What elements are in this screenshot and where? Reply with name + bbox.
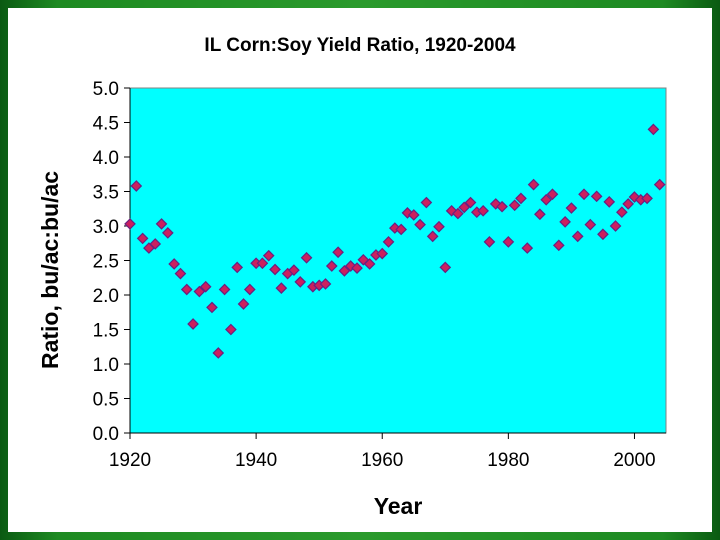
x-tick-label: 2000 [613,450,655,471]
data-point [243,283,256,296]
data-point [477,204,489,217]
data-point [559,216,571,228]
data-point [363,258,376,270]
data-point [420,196,433,209]
data-point [319,278,332,290]
data-point [231,261,244,274]
data-point [603,196,616,208]
data-point [294,276,307,288]
data-points [124,123,666,359]
data-point [269,263,281,276]
data-point [338,265,351,277]
data-point [300,251,313,264]
x-tick-label: 1960 [361,450,403,471]
data-point [552,239,565,252]
data-point [616,206,628,219]
y-axis-ticks: 0.0 0.5 1.0 1.5 2.0 2.5 3.0 3.5 4.0 4.5 5.0 [93,79,130,445]
data-point [496,200,508,213]
data-point [571,230,584,243]
data-point [515,192,527,205]
x-tick-label: 1920 [109,450,151,471]
y-tick-label: 4.5 [93,114,119,135]
chart-title: IL Corn:Soy Yield Ratio, 1920-2004 [204,35,516,56]
data-point [256,257,269,270]
data-point [414,218,426,231]
y-tick-label: 0.0 [93,424,119,445]
data-point [439,261,452,274]
data-point [136,232,149,245]
data-point [527,178,540,191]
data-point [237,298,250,310]
slide: IL Corn:Soy Yield Ratio, 1920-2004 0.0 0.… [8,8,712,532]
data-point [168,258,180,270]
data-point [508,199,521,212]
data-point [325,260,338,272]
data-point [382,236,395,248]
x-axis-label: Year [374,493,423,519]
data-point [647,123,660,136]
data-point [521,242,534,254]
data-point [351,262,363,274]
data-point [187,318,199,330]
y-tick-label: 1.0 [93,355,119,376]
data-point [590,190,603,203]
data-point [597,228,609,241]
data-point [155,218,168,230]
y-tick-label: 1.5 [93,321,119,342]
data-point [180,283,193,296]
y-tick-label: 3.5 [93,183,119,204]
data-point [225,323,237,336]
y-axis-label: Ratio, bu/ac:bu/ac [37,171,63,369]
data-point [124,218,136,230]
data-point [275,282,288,294]
y-tick-label: 5.0 [93,79,119,100]
data-point [262,249,275,262]
data-point [458,201,471,214]
data-point [565,202,578,214]
x-tick-label: 1980 [487,450,529,471]
data-point [218,283,231,296]
data-point [149,238,162,250]
data-point [407,209,420,221]
data-point [288,264,300,277]
data-point [332,246,344,259]
data-point [483,236,496,248]
scatter-chart: IL Corn:Soy Yield Ratio, 1920-2004 0.00.… [37,35,667,519]
y-tick-label: 4.0 [93,148,119,169]
data-point [395,223,408,236]
data-point [502,236,515,248]
x-axis-ticks: 1920 1940 1960 1980 2000 [109,433,656,471]
y-tick-label: 2.0 [93,286,119,307]
data-point [206,301,218,314]
data-point [376,247,389,260]
y-tick-label: 2.5 [93,252,119,273]
data-point [609,220,622,232]
data-point [161,227,174,239]
data-point [653,178,666,191]
data-point [540,193,553,206]
plot-area [129,87,667,434]
data-point [546,188,559,201]
data-point [584,218,597,231]
data-point [641,192,653,205]
data-point [452,207,464,220]
data-point [174,267,187,280]
data-point [193,285,206,298]
data-point [199,280,212,293]
y-tick-label: 3.0 [93,217,119,238]
data-point [212,347,225,359]
data-point [433,220,445,233]
data-point [426,230,439,243]
x-tick-label: 1940 [235,450,277,471]
data-point [130,180,143,192]
y-tick-label: 0.5 [93,390,119,411]
data-point [464,196,477,209]
data-point [534,208,546,221]
data-point [578,188,590,201]
data-point [622,198,635,210]
